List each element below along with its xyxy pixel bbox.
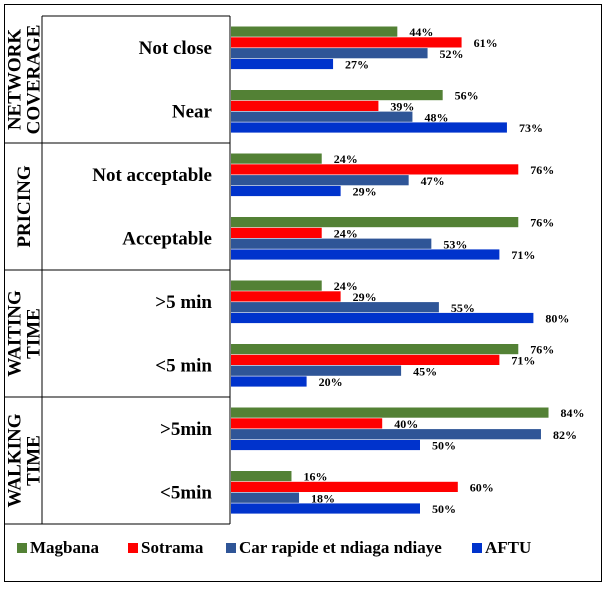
bar: [231, 122, 507, 133]
bar: [231, 407, 549, 418]
data-label: 29%: [353, 185, 377, 199]
bar: [231, 418, 383, 429]
grouped-bar-chart: NETWORKCOVERAGEPRICINGWAITINGTIMEWALKING…: [5, 15, 585, 557]
category-label: Near: [172, 101, 213, 122]
data-label: 56%: [455, 89, 479, 103]
legend-swatch: [17, 543, 27, 553]
data-label: 84%: [561, 406, 585, 420]
bar: [231, 58, 334, 70]
data-label: 80%: [545, 312, 569, 326]
group-label: TIME: [24, 308, 45, 359]
legend-swatch: [226, 543, 236, 553]
bar: [231, 492, 300, 503]
data-label: 60%: [470, 481, 494, 495]
data-label: 29%: [353, 290, 377, 304]
data-label: 76%: [530, 163, 554, 177]
bar: [231, 153, 322, 164]
bar: [231, 26, 398, 37]
data-label: 48%: [424, 110, 448, 124]
data-label: 24%: [334, 152, 358, 166]
category-label: >5 min: [155, 292, 212, 313]
bar: [231, 48, 428, 59]
category-label: <5 min: [155, 355, 212, 376]
group-label: PRICING: [14, 165, 35, 248]
legend-label: Car rapide et ndiaga ndiaye: [239, 538, 442, 557]
bar: [231, 376, 307, 387]
data-label: 24%: [334, 279, 358, 293]
data-label: 50%: [432, 502, 456, 516]
category-label: Not acceptable: [92, 165, 212, 186]
legend-swatch: [128, 543, 138, 553]
bar: [231, 503, 420, 514]
data-label: 71%: [511, 354, 535, 368]
group-label: TIME: [24, 435, 45, 486]
data-label: 61%: [474, 36, 498, 50]
data-label: 76%: [530, 343, 554, 357]
bar: [231, 312, 534, 324]
group-label: NETWORK: [5, 29, 26, 131]
bar: [231, 238, 432, 249]
data-label: 76%: [530, 216, 554, 230]
category-label: <5min: [160, 482, 212, 503]
bar: [231, 227, 322, 238]
bar: [231, 302, 439, 313]
bar: [231, 185, 341, 197]
bar: [231, 344, 519, 355]
bar: [231, 164, 519, 175]
bar: [231, 175, 409, 186]
data-label: 40%: [394, 417, 418, 431]
data-label: 53%: [443, 237, 467, 251]
bar: [231, 280, 322, 291]
data-label: 18%: [311, 491, 335, 505]
legend-swatch: [472, 543, 482, 553]
data-label: 73%: [519, 121, 543, 135]
data-label: 47%: [421, 174, 445, 188]
data-label: 71%: [511, 248, 535, 262]
bar: [231, 291, 341, 302]
bar: [231, 249, 500, 260]
data-label: 82%: [553, 428, 577, 442]
bar: [231, 111, 413, 122]
group-label: WALKING: [5, 413, 26, 507]
data-label: 20%: [319, 375, 343, 389]
bar: [231, 471, 292, 482]
data-label: 24%: [334, 227, 358, 241]
category-label: >5min: [160, 419, 212, 440]
data-label: 55%: [451, 301, 475, 315]
group-label: WAITING: [5, 290, 26, 377]
bar: [231, 90, 443, 101]
bar: [231, 481, 458, 492]
legend-label: Magbana: [30, 538, 99, 557]
bar: [231, 354, 500, 365]
bar: [231, 439, 420, 451]
data-label: 16%: [303, 470, 327, 484]
data-label: 39%: [390, 100, 414, 114]
bar: [231, 365, 402, 376]
data-label: 52%: [440, 47, 464, 61]
category-label: Acceptable: [122, 228, 212, 249]
chart-frame: NETWORK COVERAGE PRICING WAITING TIME WALKING…: [4, 4, 602, 582]
category-label: Not close: [139, 38, 212, 59]
bar: [231, 429, 541, 440]
group-label: COVERAGE: [24, 25, 45, 135]
bar: [231, 100, 379, 111]
data-label: 45%: [413, 364, 437, 378]
data-label: 44%: [409, 25, 433, 39]
bar: [231, 217, 519, 228]
data-label: 50%: [432, 439, 456, 453]
bar: [231, 37, 462, 48]
data-label: 27%: [345, 58, 369, 72]
legend-label: Sotrama: [141, 538, 204, 557]
legend-label: AFTU: [485, 538, 531, 557]
